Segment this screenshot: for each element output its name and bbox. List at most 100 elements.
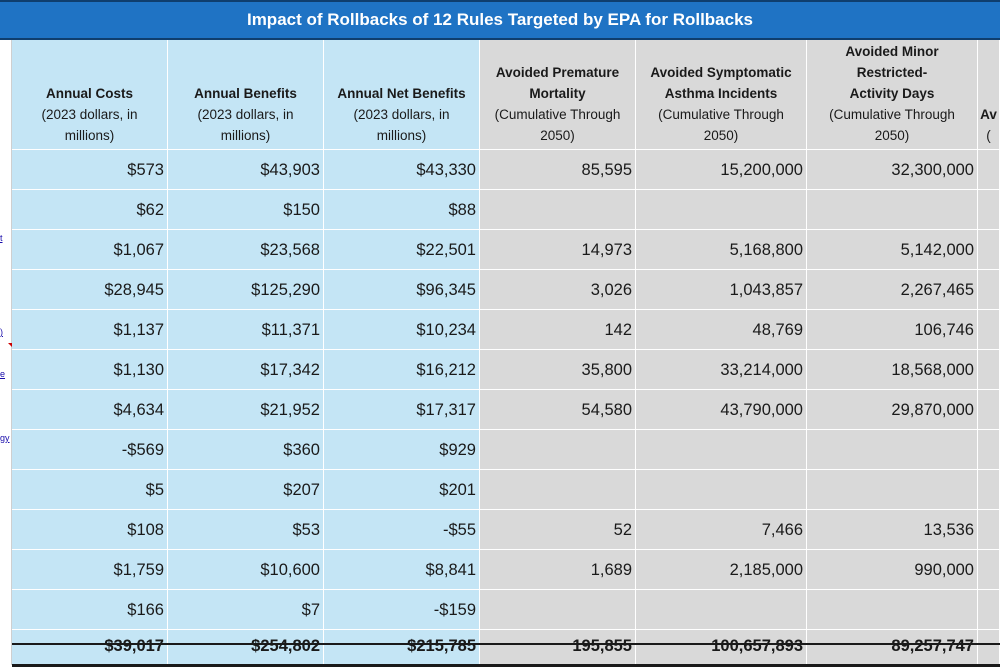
table-cell[interactable]: $22,501: [416, 240, 476, 259]
table-cell[interactable]: 14,973: [581, 240, 632, 259]
row-link-fragment[interactable]: gy: [0, 433, 10, 443]
table-cell[interactable]: $7: [301, 600, 320, 619]
table-cell[interactable]: [480, 590, 635, 630]
table-cell[interactable]: $1,759: [113, 560, 164, 579]
table-cell[interactable]: 106,746: [914, 320, 974, 339]
total-cell[interactable]: 195,855: [572, 637, 632, 655]
table-cell[interactable]: $108: [127, 520, 164, 539]
total-cell[interactable]: 100,657,893: [711, 637, 803, 655]
table-cell[interactable]: -$159: [433, 600, 476, 619]
total-cell[interactable]: $215,785: [407, 637, 476, 655]
table-cell[interactable]: [978, 390, 999, 430]
table-cell[interactable]: 48,769: [752, 320, 803, 339]
table-cell[interactable]: [978, 230, 999, 270]
table-cell[interactable]: $10,600: [260, 560, 320, 579]
table-cell[interactable]: [978, 310, 999, 350]
column-header[interactable]: Avoided Premature Mortality (Cumulative Th…: [480, 40, 635, 150]
table-cell[interactable]: [978, 430, 999, 470]
table-cell[interactable]: [636, 190, 806, 230]
table-cell[interactable]: 43,790,000: [720, 400, 803, 419]
table-cell[interactable]: $62: [136, 200, 164, 219]
table-cell[interactable]: 35,800: [581, 360, 632, 379]
column-header[interactable]: Av (: [978, 40, 999, 150]
table-cell[interactable]: $10,234: [416, 320, 476, 339]
row-link-fragment[interactable]: t: [0, 233, 3, 243]
column-header[interactable]: Annual Net Benefits (2023 dollars, in mill…: [324, 40, 479, 150]
table-cell[interactable]: $166: [127, 600, 164, 619]
table-cell[interactable]: [978, 270, 999, 310]
table-cell[interactable]: [480, 430, 635, 470]
table-cell[interactable]: [807, 190, 977, 230]
table-cell[interactable]: $43,330: [416, 160, 476, 179]
table-cell[interactable]: [978, 190, 999, 230]
table-cell[interactable]: [807, 430, 977, 470]
table-cell[interactable]: 32,300,000: [891, 160, 974, 179]
total-cell[interactable]: $254,802: [251, 637, 320, 655]
table-cell[interactable]: $8,841: [425, 560, 476, 579]
column-header[interactable]: Avoided Symptomatic Asthma Incidents (Cumu…: [636, 40, 806, 150]
row-link-fragment[interactable]: e: [0, 369, 6, 379]
table-cell[interactable]: $96,345: [416, 280, 476, 299]
table-cell[interactable]: $573: [127, 160, 164, 179]
table-cell[interactable]: [978, 550, 999, 590]
table-cell[interactable]: [807, 590, 977, 630]
table-cell[interactable]: 5,142,000: [900, 240, 974, 259]
table-cell[interactable]: $1,067: [113, 240, 164, 259]
table-cell[interactable]: $1,130: [113, 360, 164, 379]
table-cell[interactable]: -$569: [121, 440, 164, 459]
table-cell[interactable]: 990,000: [914, 560, 974, 579]
table-cell[interactable]: 5,168,800: [729, 240, 803, 259]
table-cell[interactable]: 18,568,000: [891, 360, 974, 379]
table-cell[interactable]: [978, 350, 999, 390]
table-cell[interactable]: [807, 470, 977, 510]
table-cell[interactable]: 1,043,857: [729, 280, 803, 299]
table-cell[interactable]: [636, 590, 806, 630]
table-cell[interactable]: $88: [448, 200, 476, 219]
table-cell[interactable]: 54,580: [581, 400, 632, 419]
table-cell[interactable]: $1,137: [113, 320, 164, 339]
table-cell[interactable]: $150: [283, 200, 320, 219]
table-cell[interactable]: 33,214,000: [720, 360, 803, 379]
comment-indicator-icon[interactable]: [8, 343, 13, 348]
table-cell[interactable]: 52: [613, 520, 632, 539]
table-cell[interactable]: 1,689: [590, 560, 632, 579]
table-cell[interactable]: $43,903: [260, 160, 320, 179]
table-cell[interactable]: $53: [292, 520, 320, 539]
column-header[interactable]: Annual Costs (2023 dollars, in millions): [12, 40, 167, 150]
table-cell[interactable]: 15,200,000: [720, 160, 803, 179]
table-cell[interactable]: $929: [439, 440, 476, 459]
table-cell[interactable]: $17,317: [416, 400, 476, 419]
table-cell[interactable]: [978, 470, 999, 510]
table-cell[interactable]: $17,342: [260, 360, 320, 379]
column-header[interactable]: Avoided Minor Restricted- Activity Days (Cu…: [807, 40, 977, 150]
table-cell[interactable]: 29,870,000: [891, 400, 974, 419]
total-cell[interactable]: [978, 630, 999, 663]
table-cell[interactable]: $11,371: [261, 320, 320, 339]
table-cell[interactable]: [978, 150, 999, 190]
table-cell[interactable]: $125,290: [251, 280, 320, 299]
table-cell[interactable]: [978, 590, 999, 630]
table-cell[interactable]: $201: [439, 480, 476, 499]
table-cell[interactable]: -$55: [442, 520, 476, 539]
row-link-fragment[interactable]: ): [0, 327, 3, 337]
column-header[interactable]: Annual Benefits (2023 dollars, in millions…: [168, 40, 323, 150]
table-cell[interactable]: $360: [283, 440, 320, 459]
table-cell[interactable]: $21,952: [260, 400, 320, 419]
table-cell[interactable]: [480, 470, 635, 510]
table-cell[interactable]: 2,185,000: [729, 560, 803, 579]
table-cell[interactable]: $23,568: [260, 240, 320, 259]
table-cell[interactable]: $16,212: [416, 360, 476, 379]
table-cell[interactable]: 85,595: [581, 160, 632, 179]
table-cell[interactable]: 2,267,465: [900, 280, 974, 299]
table-cell[interactable]: [636, 430, 806, 470]
table-cell[interactable]: $207: [283, 480, 320, 499]
table-cell[interactable]: 7,466: [761, 520, 803, 539]
total-cell[interactable]: $39,017: [104, 637, 164, 655]
table-cell[interactable]: $5: [145, 480, 164, 499]
table-cell[interactable]: 13,536: [923, 520, 974, 539]
table-cell[interactable]: 142: [604, 320, 632, 339]
total-cell[interactable]: 89,257,747: [891, 637, 974, 655]
table-cell[interactable]: $28,945: [104, 280, 164, 299]
table-cell[interactable]: 3,026: [590, 280, 632, 299]
table-cell[interactable]: [978, 510, 999, 550]
